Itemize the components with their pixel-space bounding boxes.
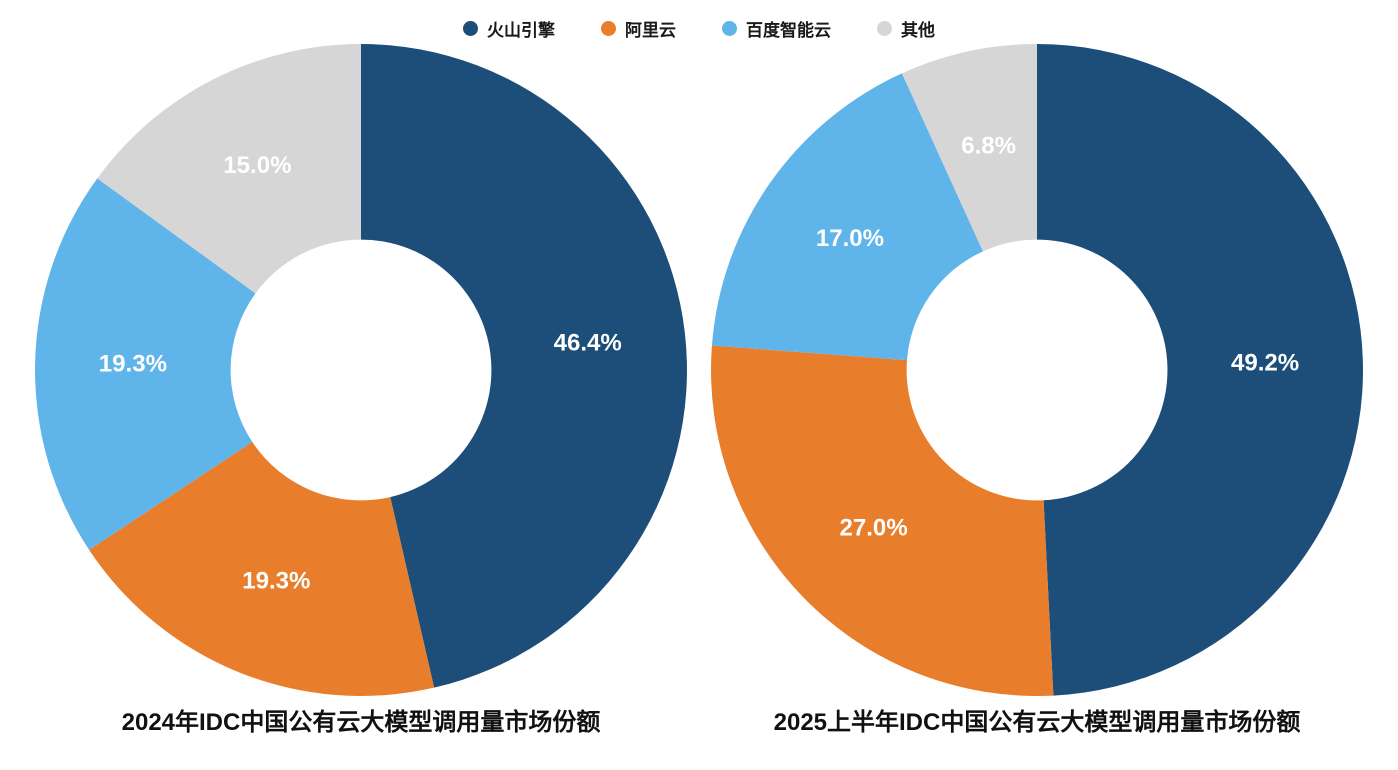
pie-slice-label-百度智能云: 19.3% [99,350,167,377]
donut-chart-2024: 46.4% 19.3% 19.3% 15.0% 2024年IDC中国公有云大模型调用量… [30,42,692,737]
pie-slice-label-其他: 15.0% [223,152,291,179]
legend-label-alibaba-cloud: 阿里云 [625,20,676,40]
pie-slice-火山引擎 [1037,44,1363,696]
legend-item-others: 其他 [877,16,935,41]
chart-title-2024: 2024年IDC中国公有云大模型调用量市场份额 [121,709,601,736]
legend-label-volcano-engine: 火山引擎 [487,20,555,40]
chart-title-2025h1: 2025上半年IDC中国公有云大模型调用量市场份额 [773,709,1301,736]
pie-slice-火山引擎 [361,44,687,688]
legend-item-volcano-engine: 火山引擎 [463,16,555,41]
pie-slice-百度智能云 [35,178,256,550]
pie-slice-其他 [901,44,1037,252]
legend-label-others: 其他 [901,20,935,40]
pie-slice-label-火山引擎: 46.4% [554,330,622,357]
pie-slice-阿里云 [711,345,1054,696]
legend-swatch-volcano-engine [463,20,478,36]
pie-slice-label-火山引擎: 49.2% [1231,350,1299,377]
donut-chart-2025h1: 49.2% 27.0% 17.0% 6.8% 2025上半年IDC中国公有云大模型调用… [706,42,1368,737]
pie-slice-其他 [97,44,361,294]
pie-slice-label-阿里云: 19.3% [242,567,310,594]
pie-slice-阿里云 [89,441,435,696]
chart-legend: 火山引擎 阿里云 百度智能云 其他 [0,0,1398,42]
legend-label-baidu-cloud: 百度智能云 [746,20,831,40]
charts-row: 46.4% 19.3% 19.3% 15.0% 2024年IDC中国公有云大模型调用量… [0,42,1398,737]
donut-chart-2024-svg: 46.4% 19.3% 19.3% 15.0% [35,44,687,696]
pie-slice-label-阿里云: 27.0% [839,515,907,542]
pie-slice-label-其他: 6.8% [961,132,1016,159]
donut-chart-2025h1-svg: 49.2% 27.0% 17.0% 6.8% [711,44,1363,696]
pie-slice-百度智能云 [711,73,983,361]
legend-swatch-others [877,20,892,36]
legend-swatch-alibaba-cloud [601,20,616,36]
legend-swatch-baidu-cloud [722,20,737,36]
legend-item-alibaba-cloud: 阿里云 [601,16,676,41]
legend-item-baidu-cloud: 百度智能云 [722,16,831,41]
pie-slice-label-百度智能云: 17.0% [816,225,884,252]
